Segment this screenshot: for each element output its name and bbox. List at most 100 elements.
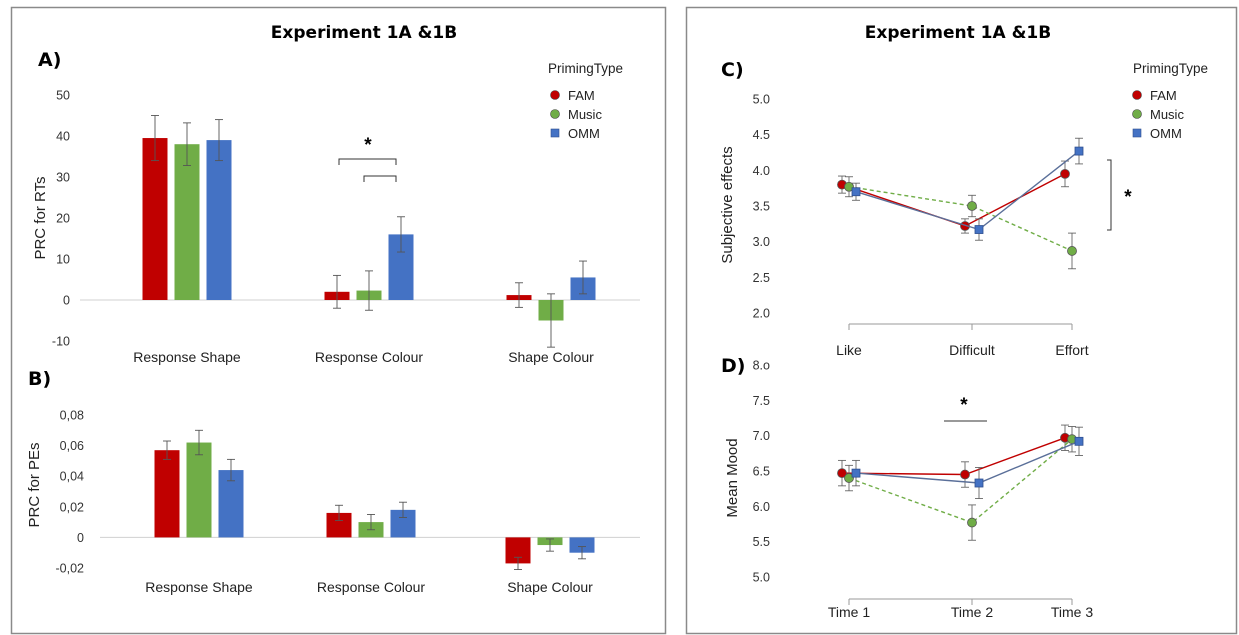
panel-d-ytick: 7.5 xyxy=(753,394,770,408)
panel-a-ytick: 0 xyxy=(63,294,70,308)
panel-d-ytick: 7.0 xyxy=(753,429,770,443)
panel-b-ytick: 0,04 xyxy=(60,470,84,484)
panel-a-ylabel: PRC for RTs xyxy=(32,176,49,259)
panel-d-category-time-1: Time 1 xyxy=(828,604,870,620)
legend-left-omm: OMM xyxy=(568,126,600,141)
panel-a-star: * xyxy=(364,135,372,156)
legend-right-fam-marker xyxy=(1132,90,1142,100)
panel-d-point-omm-time-3 xyxy=(1074,436,1084,446)
panel-c-ytick: 5.0 xyxy=(753,93,770,107)
panel-d-ylabel: Mean Mood xyxy=(724,438,741,517)
panel-c-ylabel: Subjective effects xyxy=(719,146,736,263)
legend-left-music: Music xyxy=(568,107,602,122)
panel-b-bar-omm-shape-colour xyxy=(569,537,595,553)
panel-a-label: A) xyxy=(38,49,61,71)
panel-d-ytick: 8.ο xyxy=(753,359,770,373)
plots-layer: 50 40 30 20 10 0 -10 Response Shape Response Col… xyxy=(52,89,1093,621)
panel-c-category-difficult: Difficult xyxy=(949,342,995,358)
panel-a-ytick: 50 xyxy=(56,89,70,103)
panel-d-line-fam xyxy=(841,437,1066,476)
panel-c-point-music-difficult xyxy=(967,201,977,211)
legend-right-omm-marker xyxy=(1132,128,1142,138)
legend-right-title: PrimingType xyxy=(1133,61,1208,76)
panel-d-label: D) xyxy=(721,355,745,377)
panel-a-bar-music-response-shape xyxy=(174,144,200,300)
panel-d-line-music xyxy=(848,438,1073,524)
panel-a-bar-fam-response-shape xyxy=(142,138,168,300)
panel-b-ytick: 0,06 xyxy=(60,439,84,453)
legend-left-fam-marker xyxy=(550,90,560,100)
panel-d-point-omm-time-2 xyxy=(974,478,984,488)
panel-d-category-time-2: Time 2 xyxy=(951,604,993,620)
panel-c-point-omm-like xyxy=(851,187,861,197)
panel-c-category-like: Like xyxy=(836,342,862,358)
legend-right: PrimingType FAM Music OMM xyxy=(1132,61,1208,141)
panel-d-ytick: 5.0 xyxy=(753,571,770,585)
panel-b-ytick: -0,02 xyxy=(56,562,85,576)
left-title: Experiment 1A &1B xyxy=(271,23,457,43)
panel-c-bracket xyxy=(1107,159,1112,231)
panel-c-label: C) xyxy=(721,59,744,81)
panel-a-significance xyxy=(338,158,397,182)
panel-d-point-fam-time-1 xyxy=(837,468,847,479)
panel-a-category-response-colour: Response Colour xyxy=(315,349,424,365)
right-title: Experiment 1A &1B xyxy=(865,23,1051,43)
panel-d-ytick: 5.5 xyxy=(753,535,770,549)
panel-a-category-response-shape: Response Shape xyxy=(133,349,241,365)
panel-c-point-omm-difficult xyxy=(974,225,984,234)
legend-left-music-marker xyxy=(550,109,560,119)
panel-c-category-effort: Effort xyxy=(1055,342,1088,358)
legend-right-omm: OMM xyxy=(1150,126,1182,141)
legend-left-title: PrimingType xyxy=(548,61,623,76)
panel-b-category-response-colour: Response Colour xyxy=(317,579,426,595)
panel-b-ylabel: PRC for PEs xyxy=(26,442,43,527)
panel-b-category-response-shape: Response Shape xyxy=(145,579,253,595)
panel-b-label: B) xyxy=(28,368,51,390)
panel-d-point-music-time-2 xyxy=(967,517,977,528)
panel-c-ytick: 3.5 xyxy=(753,200,770,214)
panel-a-ytick: -10 xyxy=(52,335,70,349)
bracket-music-omm xyxy=(363,175,397,182)
legend-left-fam: FAM xyxy=(568,88,595,103)
panel-d-star: * xyxy=(960,395,968,416)
bracket-fam-omm xyxy=(338,158,397,165)
right-panel-frame xyxy=(685,6,1238,635)
panel-d-point-omm-time-1 xyxy=(851,468,861,478)
panel-c-line-music xyxy=(848,186,1073,252)
panel-a-ytick: 30 xyxy=(56,171,70,185)
panel-a-ytick: 40 xyxy=(56,130,70,144)
legend-left: PrimingType FAM Music OMM xyxy=(548,61,623,141)
panel-d-category-time-3: Time 3 xyxy=(1051,604,1093,620)
panel-a-ytick: 20 xyxy=(56,212,70,226)
panel-d-ytick: 6.5 xyxy=(753,465,770,479)
panel-c-line-fam xyxy=(841,173,1066,227)
panel-c-point-omm-effort xyxy=(1074,146,1084,156)
panel-b-bar-fam-response-shape xyxy=(154,450,180,538)
panel-c-point-music-effort xyxy=(1067,246,1077,256)
panel-a-bar-omm-response-shape xyxy=(206,140,232,300)
panel-b-ytick: 0 xyxy=(77,531,84,545)
panel-c-ytick: 2.5 xyxy=(753,271,770,285)
panel-b-bar-omm-response-shape xyxy=(218,470,244,538)
legend-right-music: Music xyxy=(1150,107,1184,122)
panel-c-point-fam-effort xyxy=(1060,168,1070,179)
panel-d-ytick: 6.0 xyxy=(753,500,770,514)
panel-c-star: * xyxy=(1124,187,1132,208)
panel-c-ytick: 3.0 xyxy=(753,235,770,249)
panel-b-category-shape-colour: Shape Colour xyxy=(507,579,593,595)
panel-a-ytick: 10 xyxy=(56,253,70,267)
panel-b-bar-music-response-shape xyxy=(186,442,212,538)
panel-c-ytick: 4.0 xyxy=(753,164,770,178)
panel-c-line-omm xyxy=(855,150,1080,231)
panel-b-ytick: 0,08 xyxy=(60,409,84,423)
panel-a-category-shape-colour: Shape Colour xyxy=(508,349,594,365)
panel-b-ytick: 0,02 xyxy=(60,500,84,514)
panel-c-ytick: 4.5 xyxy=(753,128,770,142)
panel-d-point-fam-time-2 xyxy=(960,469,970,480)
panel-c-ytick: 2.0 xyxy=(753,307,770,321)
panel-d-point-music-time-1 xyxy=(844,473,854,483)
legend-left-omm-marker xyxy=(550,128,560,138)
legend-right-fam: FAM xyxy=(1150,88,1177,103)
panel-c-point-music-like xyxy=(844,181,854,192)
